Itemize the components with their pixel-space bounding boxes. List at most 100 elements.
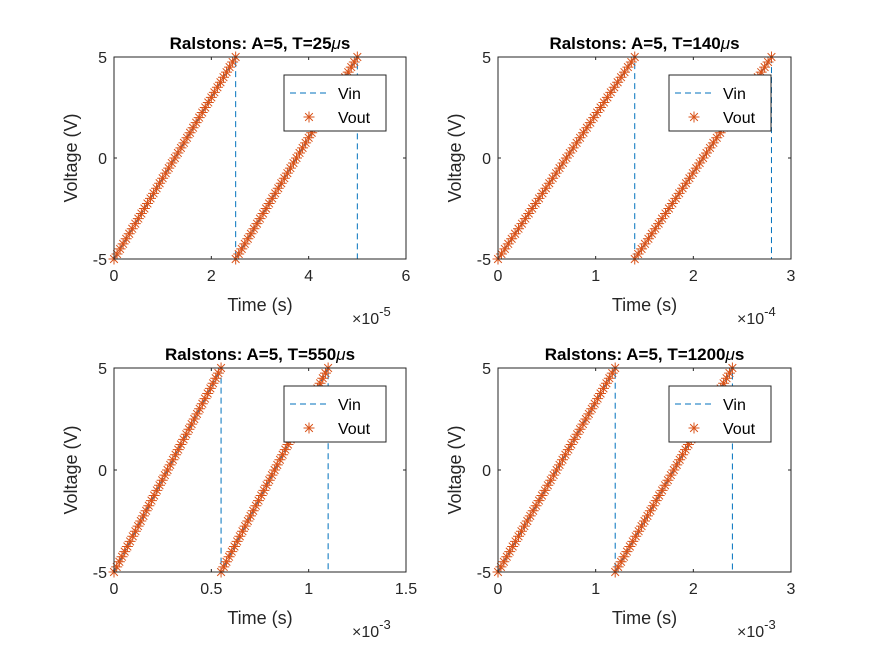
x-tick-label: 0	[110, 581, 119, 598]
vout-point	[523, 208, 535, 220]
vout-point	[196, 107, 208, 119]
vout-point	[151, 484, 163, 496]
x-tick-label: 2	[689, 268, 698, 285]
chart-title-mu: μ	[331, 34, 342, 53]
vout-point	[274, 454, 286, 466]
vout-point	[690, 162, 702, 174]
vout-point	[278, 172, 290, 184]
vout-point	[266, 192, 278, 204]
vout-point	[218, 561, 230, 573]
vout-point	[284, 162, 296, 174]
vout-point	[180, 428, 192, 440]
vout-point	[164, 459, 176, 471]
x-multiplier-exponent: -3	[764, 617, 776, 632]
x-tick-label: 0	[494, 268, 503, 285]
legend-box	[668, 74, 772, 132]
vout-point	[644, 505, 656, 517]
vout-point	[205, 91, 217, 103]
vout-point	[151, 182, 163, 194]
vout-point	[129, 525, 141, 537]
vout-point	[495, 248, 507, 260]
vout-point	[306, 127, 318, 139]
y-tick-label: 5	[482, 50, 491, 67]
vout-point	[554, 459, 566, 471]
vout-point	[239, 520, 251, 532]
legend-vin-label: Vin	[338, 86, 361, 103]
legend: Vin Vout	[668, 74, 772, 132]
vout-point	[639, 238, 651, 250]
vout-point	[148, 187, 160, 199]
vout-point	[137, 510, 149, 522]
vout-point	[524, 510, 536, 522]
vout-point	[671, 459, 683, 471]
vout-point	[211, 81, 223, 93]
vout-point	[625, 56, 637, 68]
x-tick-label: 1	[591, 581, 600, 598]
vout-point	[762, 56, 774, 68]
vout-point	[495, 561, 507, 573]
vout-point	[160, 167, 172, 179]
vout-point	[156, 474, 168, 486]
vout-point	[227, 56, 239, 68]
x-axis-multiplier: ×10-3	[352, 617, 391, 641]
vout-point	[516, 218, 528, 230]
vout-point	[291, 152, 302, 164]
vout-point	[236, 243, 248, 255]
legend: Vin Vout	[283, 74, 387, 132]
vout-point	[277, 449, 289, 461]
vout-point	[183, 423, 195, 435]
vout-point	[540, 182, 552, 194]
vout-point	[551, 464, 563, 476]
vout-point	[263, 474, 275, 486]
vout-point	[507, 541, 519, 552]
vout-point	[253, 495, 265, 507]
legend-vin-label: Vin	[723, 86, 746, 103]
vout-point	[567, 142, 579, 154]
vout-point	[143, 500, 155, 512]
legend: Vin Vout	[668, 385, 772, 443]
vout-point	[119, 546, 131, 558]
vout-point	[154, 177, 166, 189]
vout-point	[261, 479, 273, 491]
vout-point	[506, 233, 518, 245]
x-axis-label: Time (s)	[612, 295, 677, 315]
vout-point	[218, 71, 229, 83]
vout-point	[271, 459, 283, 471]
vout-point	[242, 233, 254, 245]
vout-point	[509, 228, 521, 240]
vout-point	[212, 367, 224, 379]
x-axis-label: Time (s)	[227, 295, 292, 315]
vout-point	[539, 484, 551, 496]
x-multiplier-base: ×10	[737, 311, 764, 328]
vout-point	[711, 132, 723, 144]
vout-point	[649, 223, 661, 235]
chart-title-mu: μ	[335, 345, 346, 364]
vout-point	[557, 157, 569, 169]
vout-point	[157, 172, 169, 184]
vout-point	[673, 187, 685, 199]
vout-point	[518, 520, 530, 532]
vout-point	[683, 172, 695, 184]
vout-point	[178, 137, 190, 149]
vout-point	[542, 479, 554, 491]
vout-point	[533, 192, 545, 204]
vout-point	[677, 449, 689, 461]
vout-point	[656, 484, 668, 496]
vout-point	[181, 132, 193, 144]
y-tick-label: 0	[482, 463, 491, 480]
vout-point	[704, 142, 716, 154]
vout-point	[677, 182, 689, 194]
vout-point	[650, 495, 662, 507]
vout-point	[126, 223, 138, 235]
vout-point	[547, 172, 559, 184]
chart-title-text: Ralstons: A=5, T=25	[170, 34, 332, 53]
vout-point	[621, 546, 633, 558]
vout-point	[248, 223, 260, 235]
vout-point	[568, 433, 580, 445]
vout-point	[556, 454, 568, 466]
legend-box	[283, 385, 387, 443]
chart-title-unit: s	[346, 345, 355, 364]
x-tick-label: 2	[689, 581, 698, 598]
